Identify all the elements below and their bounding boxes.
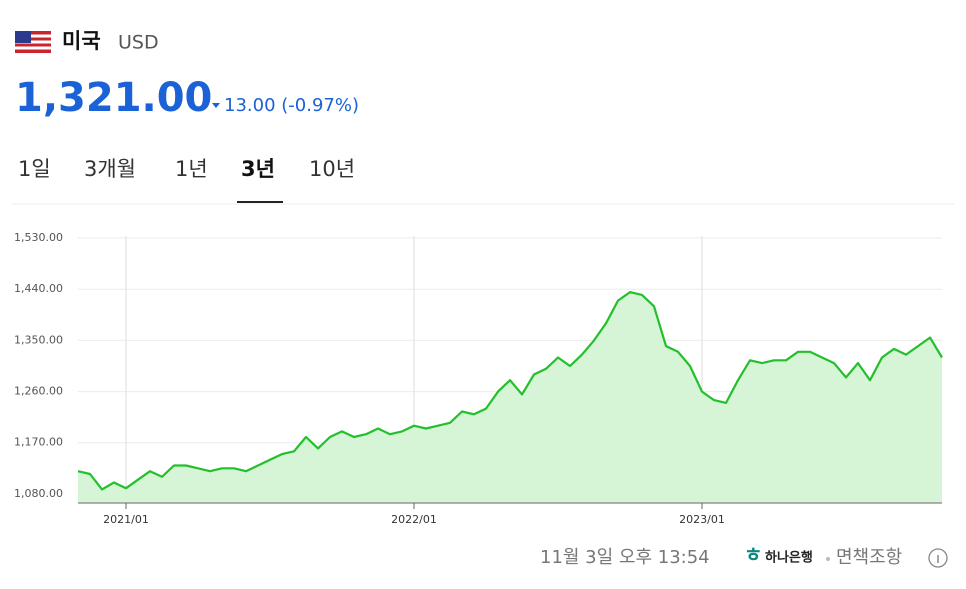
- y-tick-label: 1,350.00: [14, 333, 63, 346]
- x-tick-label: 2023/01: [679, 513, 725, 526]
- x-tick-label: 2021/01: [103, 513, 149, 526]
- tab[interactable]: 3개월: [84, 157, 136, 181]
- currency: USD: [118, 32, 159, 54]
- update-time: 11월 3일 오후 13:54: [540, 547, 710, 568]
- flag: [15, 31, 51, 53]
- info-icon[interactable]: [928, 548, 948, 568]
- price: 1,321.00: [15, 75, 212, 121]
- flag-canton: [15, 31, 31, 43]
- tab-underline: [237, 201, 283, 203]
- bank-logo: ㅎ: [744, 543, 762, 567]
- y-tick-label: 1,080.00: [14, 487, 63, 500]
- tab[interactable]: 1일: [18, 157, 51, 181]
- area: [78, 292, 942, 503]
- down-arrow: [212, 103, 220, 108]
- flag-stripe: [15, 46, 51, 50]
- tab[interactable]: 1년: [175, 157, 208, 181]
- country: 미국: [62, 29, 101, 53]
- y-tick-label: 1,260.00: [14, 385, 63, 398]
- bank-name: 하나은행: [765, 550, 813, 566]
- flag-stripe: [15, 34, 51, 38]
- tab[interactable]: 3년: [241, 157, 275, 181]
- y-tick-label: 1,170.00: [14, 436, 63, 449]
- tab[interactable]: 10년: [309, 157, 355, 181]
- change: 13.00 (-0.97%): [224, 95, 359, 116]
- disclaimer[interactable]: 면책조항: [836, 547, 902, 568]
- y-tick-label: 1,440.00: [14, 282, 63, 295]
- x-tick-label: 2022/01: [391, 513, 437, 526]
- chart: 1,080.00 1,170.00 1,260.00 1,350.00 1,440.00…: [14, 231, 943, 526]
- line: [77, 291, 943, 491]
- flag-stripe: [15, 40, 51, 44]
- y-tick-label: 1,530.00: [14, 231, 63, 244]
- dot: [826, 557, 830, 561]
- tabs: 1일 3개월 1년 3년 10년: [18, 157, 355, 203]
